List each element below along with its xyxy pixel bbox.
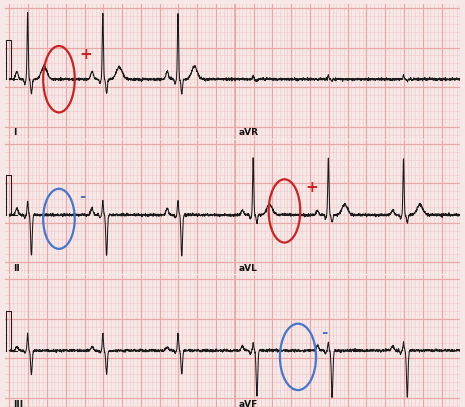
Text: II: II xyxy=(13,264,20,273)
Text: -: - xyxy=(80,189,86,204)
Text: aVR: aVR xyxy=(239,128,259,137)
Text: III: III xyxy=(13,400,23,407)
Text: I: I xyxy=(13,128,16,137)
Text: -: - xyxy=(321,325,327,340)
Text: aVF: aVF xyxy=(239,400,258,407)
Text: aVL: aVL xyxy=(239,264,258,273)
Text: +: + xyxy=(80,47,92,62)
Text: +: + xyxy=(305,180,318,195)
